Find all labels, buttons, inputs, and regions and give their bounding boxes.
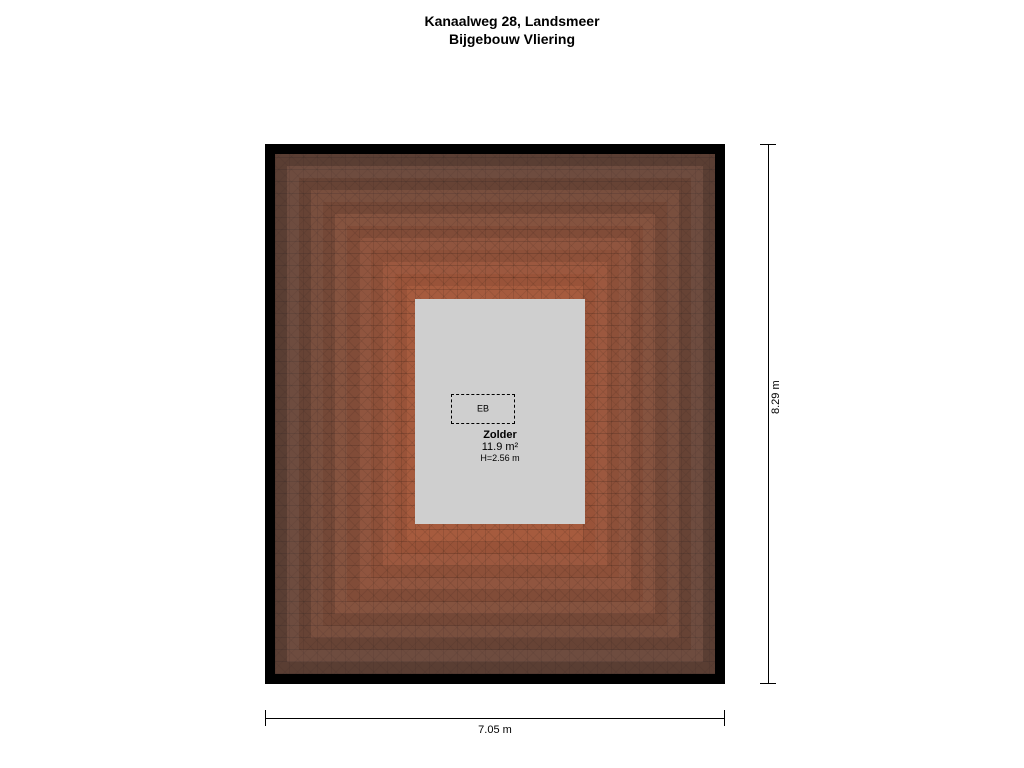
room-label-block: Zolder 11.9 m² H=2.56 m bbox=[415, 429, 585, 463]
title-line-1: Kanaalweg 28, Landsmeer bbox=[0, 12, 1024, 30]
hatch-label: EB bbox=[452, 404, 514, 414]
room-height: H=2.56 m bbox=[415, 453, 585, 463]
dim-line bbox=[265, 718, 725, 719]
floorplan-canvas: EB Zolder 11.9 m² H=2.56 m 7.05 m 8.29 m bbox=[0, 54, 1024, 768]
room-name: Zolder bbox=[415, 429, 585, 441]
roof-hatch: EB bbox=[451, 394, 515, 424]
dim-width-label: 7.05 m bbox=[265, 724, 725, 736]
dim-height-label: 8.29 m bbox=[770, 380, 782, 414]
dim-line bbox=[768, 144, 769, 684]
room-zolder: EB Zolder 11.9 m² H=2.56 m bbox=[415, 299, 585, 524]
dimension-width: 7.05 m bbox=[265, 710, 725, 740]
title-line-2: Bijgebouw Vliering bbox=[0, 30, 1024, 48]
dim-tick bbox=[760, 683, 776, 684]
dimension-height: 8.29 m bbox=[760, 144, 790, 684]
floorplan-title: Kanaalweg 28, Landsmeer Bijgebouw Vlieri… bbox=[0, 0, 1024, 48]
room-area: 11.9 m² bbox=[415, 441, 585, 453]
building-outline: EB Zolder 11.9 m² H=2.56 m bbox=[265, 144, 725, 684]
